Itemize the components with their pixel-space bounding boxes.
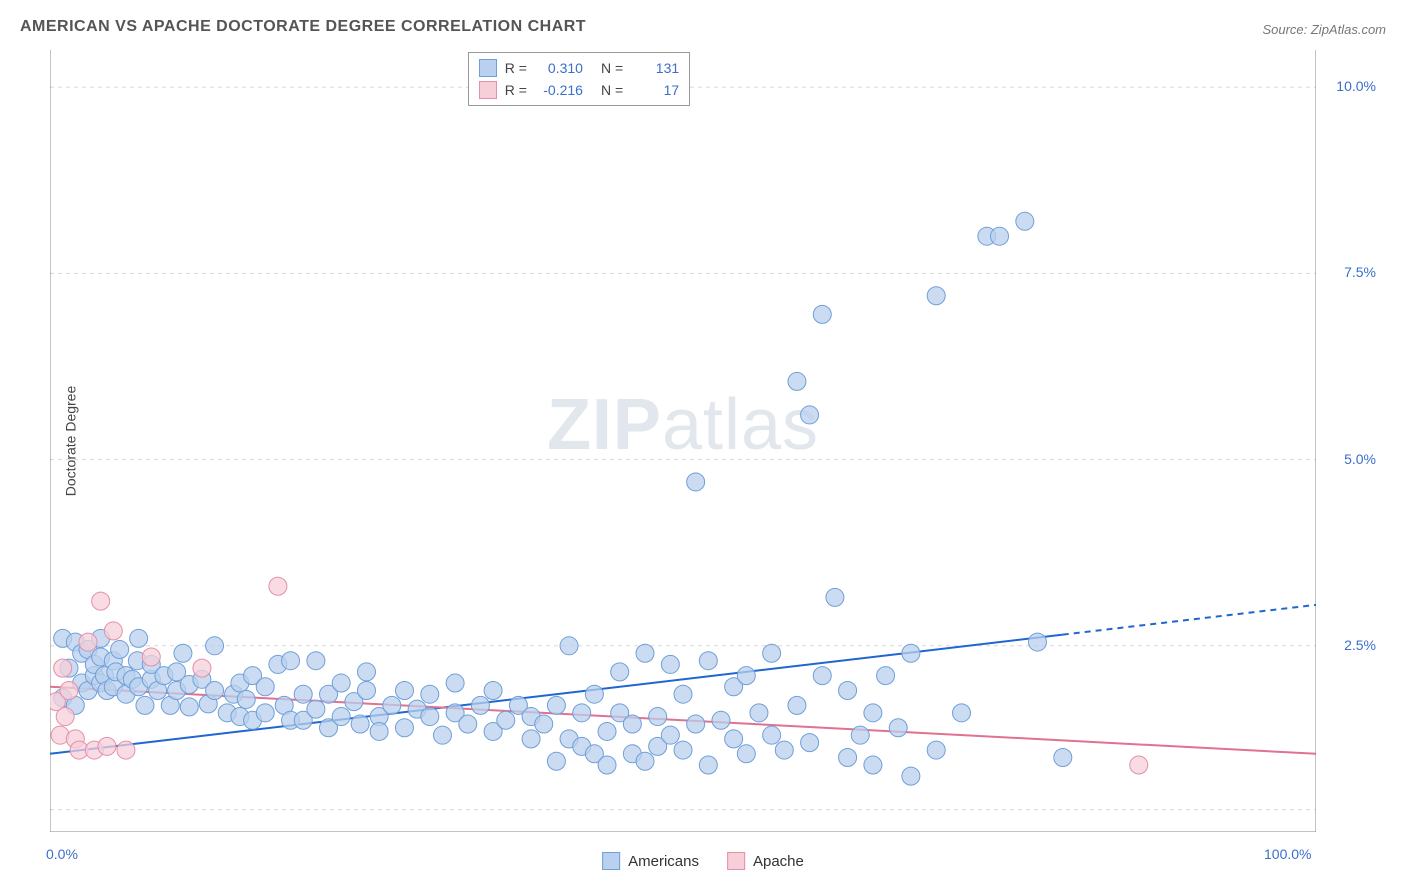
y-tick-label: 2.5% bbox=[1344, 637, 1376, 653]
x-tick-label: 100.0% bbox=[1264, 846, 1311, 862]
legend-swatch bbox=[727, 852, 745, 870]
n-label: N = bbox=[601, 79, 623, 101]
legend-label: Apache bbox=[753, 853, 804, 870]
correlation-legend: R = 0.310 N = 131 R = -0.216 N = 17 bbox=[468, 52, 690, 106]
series-legend: Americans Apache bbox=[602, 852, 804, 870]
source-attribution: Source: ZipAtlas.com bbox=[1262, 22, 1386, 37]
r-label: R = bbox=[505, 79, 527, 101]
y-tick-label: 5.0% bbox=[1344, 451, 1376, 467]
legend-row: R = -0.216 N = 17 bbox=[479, 79, 679, 101]
r-value: -0.216 bbox=[535, 79, 583, 101]
n-value: 17 bbox=[631, 79, 679, 101]
chart-title: AMERICAN VS APACHE DOCTORATE DEGREE CORR… bbox=[20, 18, 586, 36]
y-tick-label: 10.0% bbox=[1336, 78, 1376, 94]
legend-swatch bbox=[479, 81, 497, 99]
legend-label: Americans bbox=[628, 853, 699, 870]
y-tick-label: 7.5% bbox=[1344, 264, 1376, 280]
r-label: R = bbox=[505, 57, 527, 79]
legend-swatch bbox=[479, 59, 497, 77]
scatter-chart bbox=[50, 50, 1316, 832]
legend-swatch bbox=[602, 852, 620, 870]
x-tick-label: 0.0% bbox=[46, 846, 78, 862]
r-value: 0.310 bbox=[535, 57, 583, 79]
legend-item: Apache bbox=[727, 852, 804, 870]
n-value: 131 bbox=[631, 57, 679, 79]
legend-row: R = 0.310 N = 131 bbox=[479, 57, 679, 79]
plot-area: Doctorate Degree ZIPatlas 2.5%5.0%7.5%10… bbox=[50, 50, 1316, 832]
legend-item: Americans bbox=[602, 852, 699, 870]
n-label: N = bbox=[601, 57, 623, 79]
